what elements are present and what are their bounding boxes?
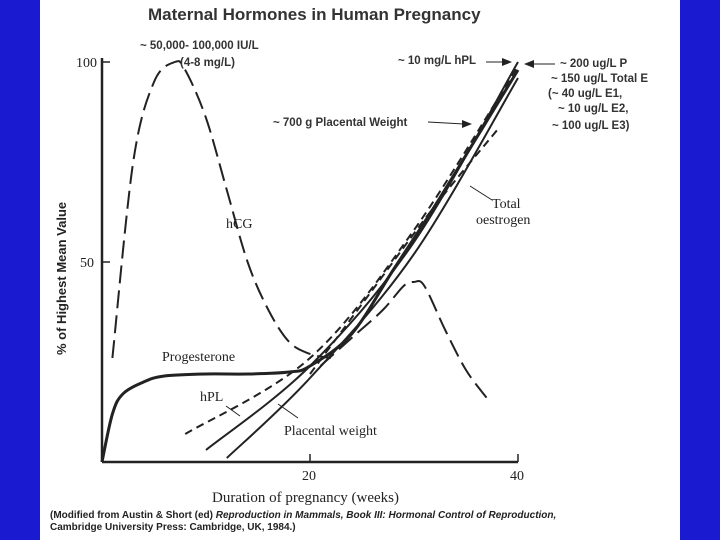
annotation-e2: ~ 10 ug/L E2, — [558, 103, 628, 115]
annotation-total-e: ~ 150 ug/L Total E — [551, 73, 648, 85]
y-tick-label-100: 100 — [76, 56, 97, 71]
arrow-placental-weight — [427, 121, 465, 125]
series-line-unlabeled-6 — [309, 129, 498, 375]
leader-hpl — [225, 405, 241, 417]
series-line-unlabeled-5 — [319, 280, 488, 399]
annotation-e1: (~ 40 ug/L E1, — [548, 88, 622, 100]
annotation-hcg-mass: (4-8 mg/L) — [180, 57, 235, 69]
leader-placental-weight — [277, 403, 299, 419]
caption-book-title: Reproduction in Mammals, Book III: Hormo… — [215, 510, 557, 521]
arrow-progesterone-head — [524, 60, 534, 68]
label-total: Total — [492, 197, 521, 212]
leader-total-oestrogen — [469, 185, 493, 201]
y-tick-label-50: 50 — [80, 256, 94, 271]
x-tick-label-40: 40 — [510, 469, 524, 484]
series-line-placental-weight — [226, 77, 519, 459]
x-tick-label-20: 20 — [302, 469, 316, 484]
arrow-hpl-head — [502, 58, 512, 66]
chart-title: Maternal Hormones in Human Pregnancy — [148, 5, 481, 24]
series-line-hpl — [184, 65, 519, 435]
arrow-placental-weight-head — [462, 120, 472, 128]
x-axis-label: Duration of pregnancy (weeks) — [212, 490, 399, 506]
y-axis-label: % of Highest Mean Value — [54, 202, 69, 355]
caption-prefix: (Modified from Austin & Short (ed) — [50, 510, 216, 521]
caption-publisher: Cambridge University Press: Cambridge, U… — [50, 522, 296, 533]
label-hcg: hCG — [226, 217, 252, 232]
annotation-placental-weight: ~ 700 g Placental Weight — [273, 117, 407, 129]
annotation-hcg-range: ~ 50,000- 100,000 IU/L — [140, 40, 259, 52]
label-oestrogen: oestrogen — [476, 213, 530, 228]
series-line-hcg — [111, 60, 331, 359]
annotation-hpl: ~ 10 mg/L hPL — [398, 55, 476, 67]
source-caption: (Modified from Austin & Short (ed) Repro… — [50, 510, 675, 534]
label-progesterone: Progesterone — [162, 350, 235, 365]
annotation-e3: ~ 100 ug/L E3) — [552, 120, 630, 132]
label-placental-weight: Placental weight — [284, 424, 377, 439]
label-hpl: hPL — [200, 390, 223, 405]
annotation-progesterone: ~ 200 ug/L P — [560, 58, 628, 70]
slide-panel: Maternal Hormones in Human Pregnancy 100… — [40, 0, 680, 540]
series-line-total-oestrogen — [205, 61, 519, 451]
series-layer — [100, 60, 520, 463]
hormone-chart: Maternal Hormones in Human Pregnancy 100… — [54, 5, 648, 506]
